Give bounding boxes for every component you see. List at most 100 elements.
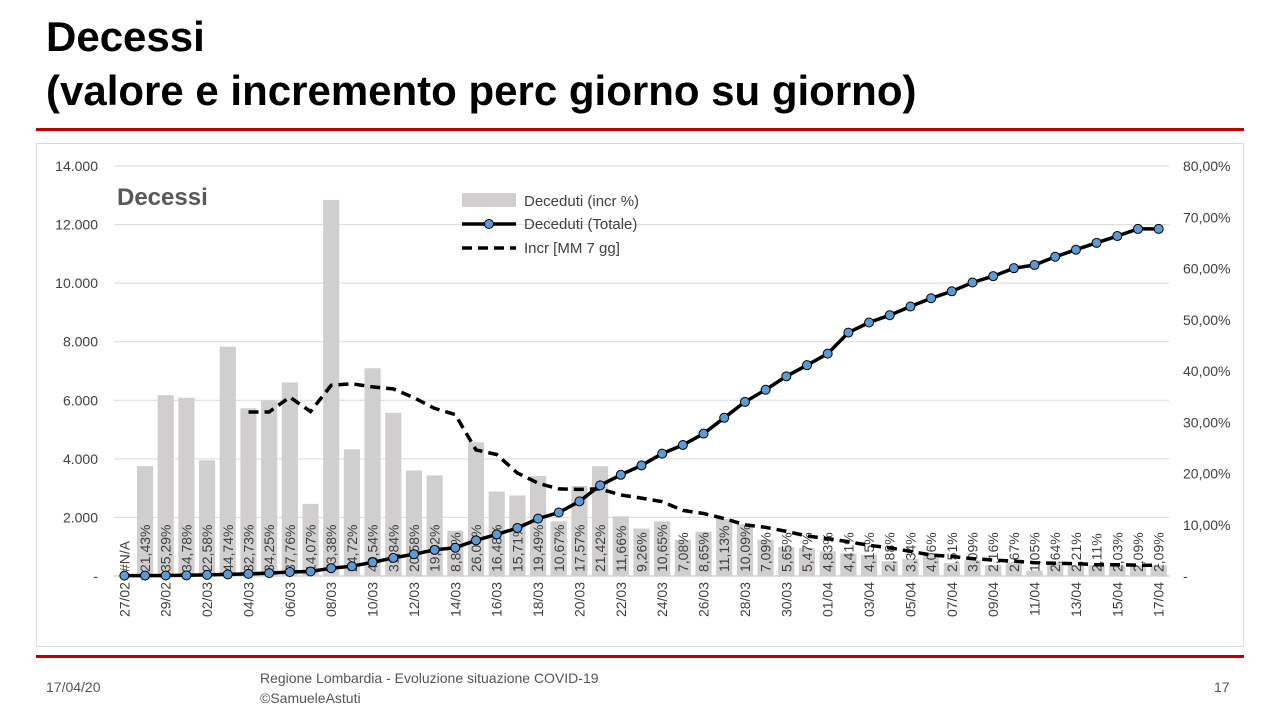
bar: [1129, 565, 1147, 576]
bar: [881, 561, 898, 576]
data-point: [698, 428, 709, 439]
bar-data-label: 4,15%: [861, 532, 877, 572]
bar: [923, 555, 940, 576]
chart-title: Decessi: [117, 184, 208, 211]
data-point: [595, 480, 606, 491]
bar: [219, 346, 236, 576]
bar-data-label: 34,25%: [261, 525, 277, 572]
bar: [943, 563, 960, 576]
data-point: [222, 569, 233, 580]
x-tick-label: 02/03: [199, 582, 215, 617]
x-tick-label: 15/04: [1109, 582, 1125, 617]
bar-data-label: 44,74%: [220, 525, 236, 572]
data-point: [202, 569, 213, 580]
bar: [136, 466, 154, 576]
bar: [819, 551, 836, 576]
bar-data-label: 2,16%: [985, 532, 1001, 572]
bar: [695, 531, 712, 576]
y-left-tick-label: 4.000: [63, 451, 98, 467]
bar-data-label: 2,64%: [1047, 532, 1063, 572]
bar-data-label: 7,09%: [758, 532, 774, 572]
bar-data-label: 26,09%: [468, 525, 484, 572]
bar: [1047, 562, 1064, 576]
bar-data-label: 32,73%: [240, 525, 256, 572]
series-line-deceduti-totale: [124, 227, 1159, 578]
bar: [716, 518, 733, 576]
y-right-tick-label: 60,00%: [1183, 261, 1230, 277]
bar: [778, 547, 795, 576]
y-right-tick-label: -: [1183, 568, 1188, 584]
bar: [240, 408, 257, 576]
y-right-tick-label: 70,00%: [1183, 209, 1230, 225]
bar: [550, 521, 567, 576]
bar: [385, 412, 402, 576]
bar: [509, 495, 526, 576]
data-point: [140, 570, 151, 581]
data-point: [160, 570, 171, 581]
data-point: [719, 412, 730, 423]
y-left-tick-label: 12.000: [55, 217, 98, 233]
bar: [860, 554, 878, 576]
data-point: [884, 310, 895, 321]
y-left-tick-label: 14.000: [55, 158, 98, 174]
bar-data-label: 5,47%: [799, 532, 815, 572]
bar: [757, 539, 774, 576]
data-point: [284, 567, 295, 578]
bar-data-label: 10,65%: [654, 525, 670, 572]
legend-marker: [484, 219, 494, 229]
data-point: [491, 529, 502, 540]
data-point: [1112, 231, 1123, 242]
bar-data-label: 31,84%: [385, 525, 401, 572]
bar: [1109, 565, 1126, 576]
x-tick-label: 12/03: [406, 582, 422, 617]
bar-data-label: 10,09%: [737, 525, 753, 572]
bar-data-label: 2,03%: [1109, 532, 1125, 572]
x-tick-label: 18/03: [530, 582, 546, 617]
chart-svg: - 2.000 4.000 6.000 8.000 10.000 12.000 14.000 -…: [55, 158, 1230, 617]
bar: [654, 521, 671, 576]
x-tick-label: 09/04: [985, 582, 1001, 617]
bar: [1026, 570, 1043, 576]
bar: [178, 397, 195, 576]
bar-data-label: 2,09%: [1130, 532, 1146, 572]
data-point: [657, 448, 668, 459]
x-tick-label: 26/03: [696, 582, 712, 617]
data-point: [264, 568, 275, 579]
data-point: [471, 535, 482, 546]
bar-data-label: 11,13%: [716, 526, 732, 572]
page-number: 17: [1214, 679, 1230, 695]
bar-data-label: 37,76%: [282, 525, 298, 572]
bar-data-label: 2,11%: [1089, 533, 1105, 572]
x-tick-label: 28/03: [737, 582, 753, 617]
bar-data-label: 2,67%: [1006, 532, 1022, 572]
bar-data-label: 22,58%: [199, 525, 215, 572]
data-point: [181, 570, 192, 581]
bar-data-label: 21,42%: [592, 525, 608, 572]
x-tick-label: 29/02: [158, 582, 174, 617]
y-right-tick-label: 10,00%: [1183, 517, 1230, 533]
data-point: [781, 371, 792, 382]
y-right-tick-label: 80,00%: [1183, 158, 1230, 174]
bar: [592, 466, 609, 576]
legend-label: Incr [MM 7 gg]: [524, 240, 620, 257]
x-tick-label: 01/04: [820, 582, 836, 617]
bar-data-label: 11,66%: [613, 526, 629, 572]
x-tick-label: 16/03: [489, 582, 505, 617]
bar: [612, 516, 629, 576]
data-point: [967, 277, 978, 288]
data-point: [822, 348, 833, 359]
data-point: [408, 549, 419, 560]
data-point: [926, 293, 937, 304]
bar-data-label: 20,58%: [406, 525, 422, 572]
bar: [840, 553, 857, 576]
x-tick-label: 08/03: [323, 582, 339, 617]
bar-data-label: 7,08%: [675, 532, 691, 572]
data-point: [326, 563, 337, 574]
bar: [281, 382, 298, 576]
data-point: [905, 301, 916, 312]
bar-data-label: 2,51%: [944, 532, 960, 572]
bar-data-label: 9,26%: [634, 532, 650, 572]
data-point: [243, 568, 254, 579]
x-tick-label: 14/03: [447, 582, 463, 617]
bar: [964, 560, 981, 576]
